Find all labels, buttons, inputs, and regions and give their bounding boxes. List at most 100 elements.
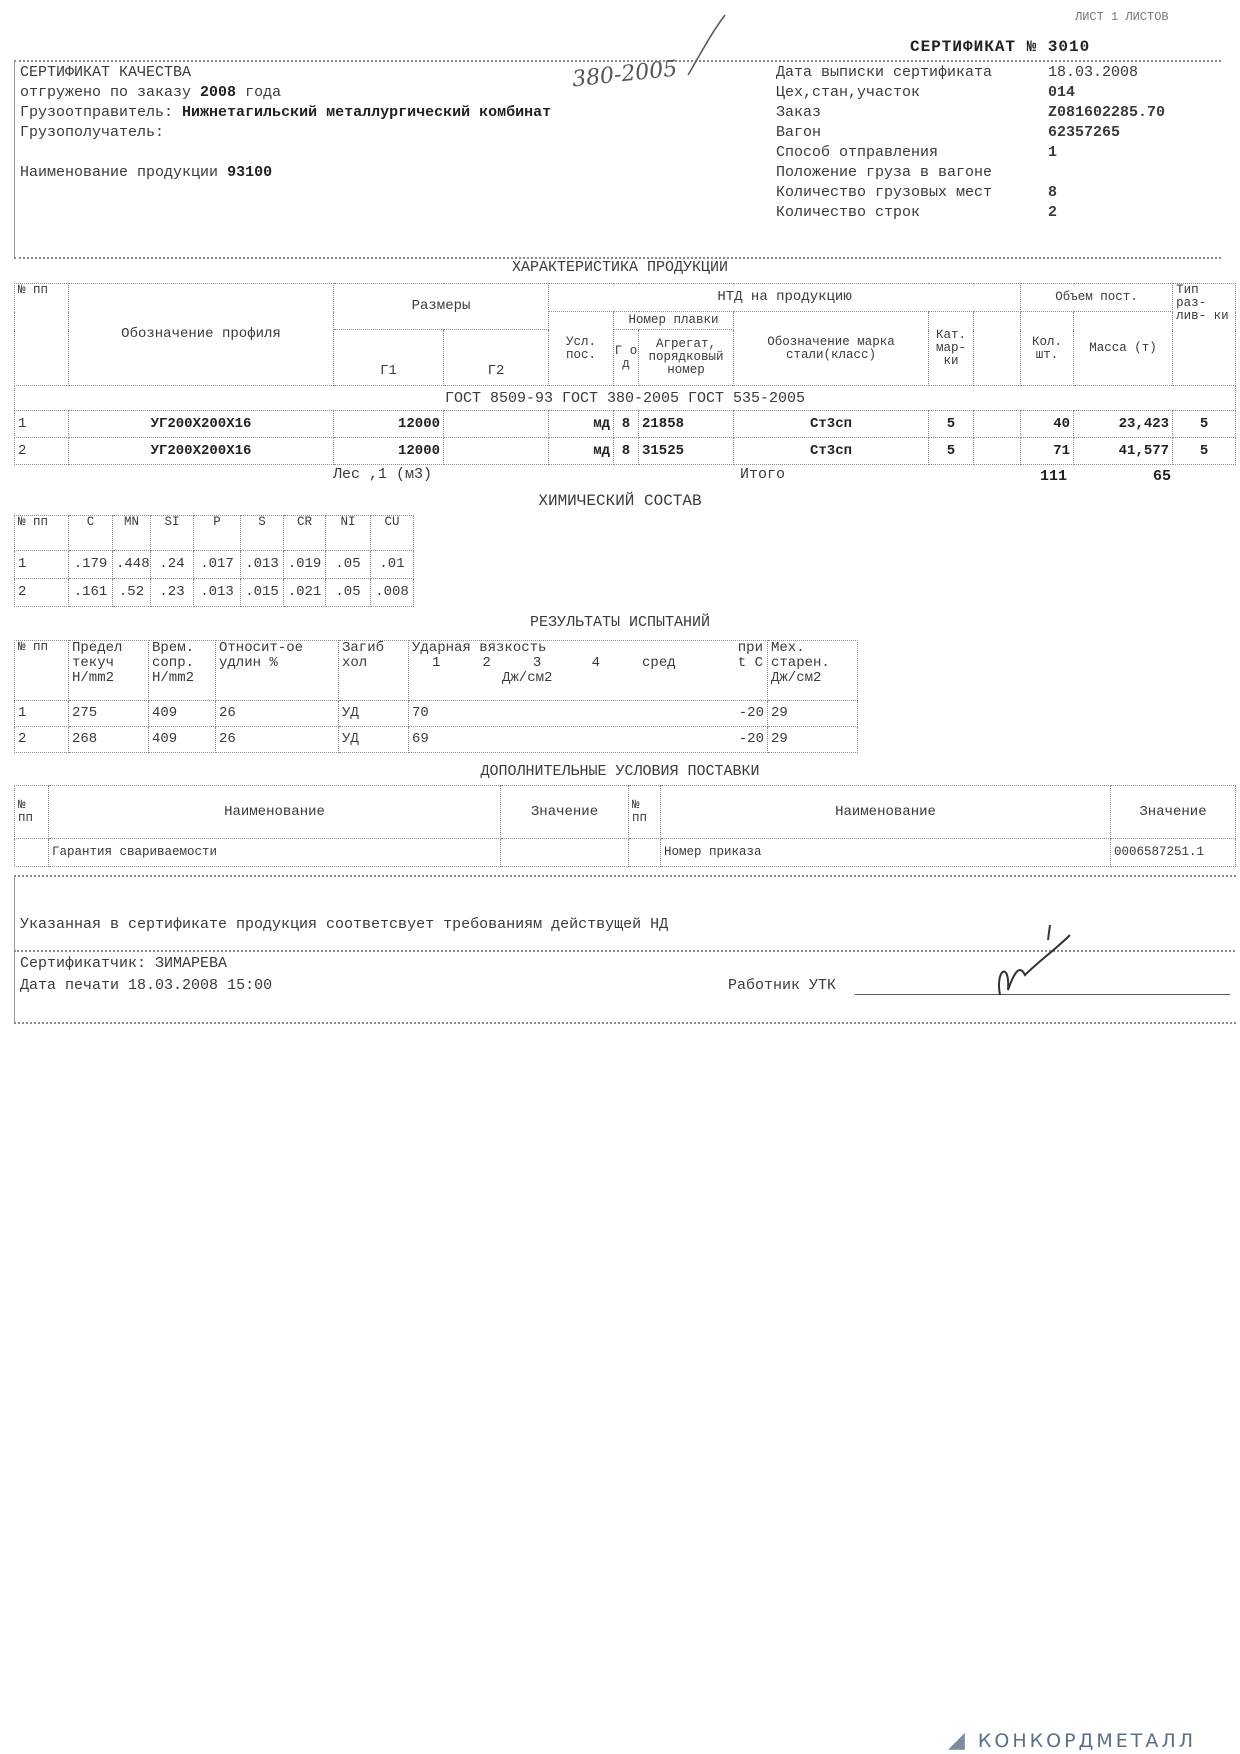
header-cond: Усл. пос. <box>548 311 614 386</box>
tensile: 409 <box>148 700 216 727</box>
header-aging: Мех. старен. Дж/см2 <box>767 640 858 701</box>
profile: УГ200Х200Х16 <box>68 410 334 438</box>
header-left: СЕРТИФИКАТ КАЧЕСТВА отгружено по заказу … <box>20 63 551 183</box>
table-row: 1.179.448.24.017.013.019.05.01 <box>14 550 414 579</box>
extra-table: № пп Наименование Значение № пп Наименов… <box>14 785 1236 867</box>
field-value: Z081602285.70 <box>1048 104 1166 121</box>
blank <box>972 437 1022 465</box>
footer-divider <box>14 950 1235 952</box>
header-name-right: Наименование <box>660 785 1111 839</box>
header-ntd: НТД на продукцию <box>547 283 1022 312</box>
row-no: 2 <box>14 437 69 465</box>
table-row: 2.161.52.23.013.015.021.05.008 <box>14 578 414 607</box>
header-name-left: Наименование <box>48 785 501 839</box>
cond: мд <box>548 437 614 465</box>
chem-cell: .05 <box>325 550 371 579</box>
table-row: 1 275 409 26 УД 70 -20 29 <box>14 700 858 727</box>
header-no-right: № пп <box>628 785 661 839</box>
row-no: 1 <box>14 410 69 438</box>
signature <box>998 924 1071 996</box>
field-label: Заказ <box>776 104 822 121</box>
field-label: Дата выписки сертификата <box>776 64 993 81</box>
chem-cell: .448 <box>112 550 151 579</box>
header-heat: Номер плавки <box>613 311 734 330</box>
steel-grade: Ст3сп <box>733 437 929 465</box>
chem-cell: .52 <box>112 578 151 607</box>
chem-table: № пп C MN SI P S CR NI CU 1.179.448.24.017.013.01… <box>14 515 414 607</box>
header-value-right: Значение <box>1110 785 1236 839</box>
category: 5 <box>928 410 974 438</box>
field-value: 62357265 <box>1048 124 1121 141</box>
bend: УД <box>338 726 409 753</box>
header-field: Заказ Z081602285.70 <box>776 103 1165 123</box>
elongation: 26 <box>215 726 339 753</box>
header-no: № пп <box>14 283 69 386</box>
header-cat: Кат. мар- ки <box>928 311 974 386</box>
aging: 29 <box>767 726 858 753</box>
blank <box>972 410 1022 438</box>
chem-header: MN <box>112 515 151 551</box>
category: 5 <box>928 437 974 465</box>
chem-cell: .013 <box>193 578 241 607</box>
chem-cell: 2 <box>14 578 69 607</box>
header-right: Дата выписки сертификата 18.03.2008 Цех,ст… <box>776 63 1165 223</box>
header-elongation: Относит-ое удлин % <box>215 640 339 701</box>
chem-cell: .021 <box>283 578 326 607</box>
chem-cell: .008 <box>370 578 414 607</box>
watermark-logo: ◢ КОНКОРДМЕТАЛЛ <box>948 1728 1196 1753</box>
total-qty: 111 <box>1040 468 1068 485</box>
chem-header: № пп <box>14 515 69 551</box>
elongation: 26 <box>215 700 339 727</box>
table-row: 2 УГ200Х200Х16 12000 мд 8 31525 Ст3сп 5 71 41,577… <box>14 437 1237 465</box>
right-value: 0006587251.1 <box>1110 838 1236 867</box>
header-g1: Г1 <box>333 329 444 386</box>
tests-section-title: РЕЗУЛЬТАТЫ ИСПЫТАНИЙ <box>529 614 711 631</box>
cast-type: 5 <box>1172 410 1237 438</box>
chem-section-title: ХИМИЧЕСКИЙ СОСТАВ <box>538 492 702 510</box>
field-label: Количество строк <box>776 204 921 221</box>
field-label: Способ отправления <box>776 144 939 161</box>
qty: 40 <box>1020 410 1075 438</box>
chem-cell: .013 <box>240 550 284 579</box>
utk-label: Работник УТК <box>728 977 837 994</box>
certificate-title: СЕРТИФИКАТ № 3010 <box>910 38 1090 56</box>
size-g2 <box>443 410 549 438</box>
header-bend: Загиб хол <box>338 640 409 701</box>
steel-grade: Ст3сп <box>733 410 929 438</box>
product-section-title: ХАРАКТЕРИСТИКА ПРОДУКЦИИ <box>511 259 729 276</box>
header-field: Количество грузовых мест 8 <box>776 183 1165 203</box>
row-no: 1 <box>14 700 69 727</box>
left-value <box>500 838 629 867</box>
impact: 70 -20 <box>408 700 768 727</box>
header-g2: Г2 <box>443 329 549 386</box>
test-temp: -20 <box>738 705 764 721</box>
compliance-statement: Указанная в сертификате продукция соотве… <box>20 916 669 933</box>
chem-cell: .01 <box>370 550 414 579</box>
footer-box <box>14 875 1236 1024</box>
size-g1: 12000 <box>333 410 444 438</box>
mass: 41,577 <box>1073 437 1174 465</box>
profile: УГ200Х200Х16 <box>68 437 334 465</box>
heat-number: 21858 <box>638 410 734 438</box>
header-impact: Ударная вязкость 1 2 3 4 сред Дж/см2 при… <box>408 640 768 701</box>
product-table: № пп Обозначение профиля Размеры НТД на … <box>13 283 1237 465</box>
product-line: Наименование продукции 93100 <box>20 164 273 181</box>
header-unit: Агрегат, порядковый номер <box>638 329 734 386</box>
header-profile: Обозначение профиля <box>68 283 334 386</box>
mass: 23,423 <box>1073 410 1174 438</box>
table-row: 2 268 409 26 УД 69 -20 29 <box>14 726 858 753</box>
shipper-line: Грузоотправитель: Нижнетагильский металл… <box>20 104 552 121</box>
chem-header: P <box>193 515 241 551</box>
bend: УД <box>338 700 409 727</box>
header-field: Вагон 62357265 <box>776 123 1165 143</box>
header-box <box>14 60 1221 259</box>
standards-row: ГОСТ 8509-93 ГОСТ 380-2005 ГОСТ 535-2005 <box>13 385 1237 411</box>
certifier-line: Сертификатчик: ЗИМАРЕВА <box>20 955 228 972</box>
table-row: 1 УГ200Х200Х16 12000 мд 8 21858 Ст3сп 5 40 23,423… <box>14 410 1237 438</box>
year: 8 <box>613 437 639 465</box>
shipped-line: отгружено по заказу 2008 года <box>20 84 282 101</box>
table-row: № пп C MN SI P S CR NI CU <box>14 515 414 551</box>
yield: 268 <box>68 726 149 753</box>
header-sizes: Размеры <box>333 283 549 330</box>
certificate-number: 3010 <box>1047 38 1091 56</box>
